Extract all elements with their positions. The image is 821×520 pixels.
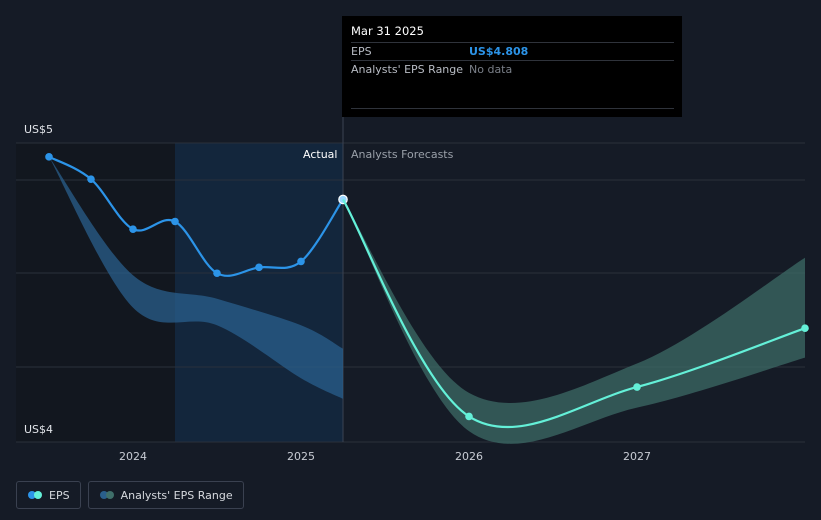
legend-eps-label: EPS: [49, 488, 70, 502]
eps-point-actual-6: [297, 257, 305, 266]
hover-tooltip: Mar 31 2025 EPS US$4.808 Analysts' EPS R…: [342, 16, 682, 117]
tooltip-range-value: No data: [469, 63, 513, 76]
x-tick-label-2025: 2025: [287, 450, 315, 463]
range-band-actual: [49, 156, 343, 399]
eps-point-actual-4: [213, 269, 221, 278]
eps-point-actual-2: [129, 225, 137, 233]
legend-item-eps-range[interactable]: Analysts' EPS Range: [87, 481, 244, 509]
actual-region-label: Actual: [303, 148, 338, 161]
eps-swatch-icon: [28, 491, 42, 499]
eps-point-actual-0: [45, 153, 53, 161]
eps-point-forecast-1: [465, 412, 473, 421]
eps-point-forecast-3: [801, 324, 809, 333]
eps-point-forecast-2: [633, 383, 641, 391]
eps-point-actual-1: [87, 175, 95, 183]
range-band-forecast: [343, 199, 805, 444]
range-swatch-icon: [99, 491, 114, 499]
x-tick-label-2027: 2027: [623, 450, 651, 463]
eps-line-forecast: [342, 198, 806, 429]
y-axis-bottom-label: US$4: [24, 423, 54, 436]
x-tick-label-2026: 2026: [455, 450, 483, 463]
tooltip-eps-value: US$4.808: [469, 45, 529, 58]
tooltip-row-eps: EPS US$4.808: [351, 42, 674, 60]
tooltip-row-range: Analysts' EPS Range No data: [351, 60, 674, 78]
chart-legend: EPS Analysts' EPS Range: [16, 481, 244, 509]
highlight-region: [175, 143, 343, 442]
legend-item-eps[interactable]: EPS: [16, 481, 81, 509]
forecast-region-label: Analysts Forecasts: [351, 148, 454, 161]
tooltip-divider: [351, 108, 674, 109]
eps-point-actual-5: [255, 263, 263, 272]
x-tick-label-2024: 2024: [119, 450, 147, 463]
tooltip-eps-key: EPS: [351, 45, 372, 58]
tooltip-range-key: Analysts' EPS Range: [351, 63, 464, 76]
tooltip-date: Mar 31 2025: [351, 24, 424, 38]
legend-range-label: Analysts' EPS Range: [120, 488, 233, 502]
eps-point-actual-3: [171, 217, 179, 226]
y-axis-top-label: US$5: [24, 123, 54, 136]
